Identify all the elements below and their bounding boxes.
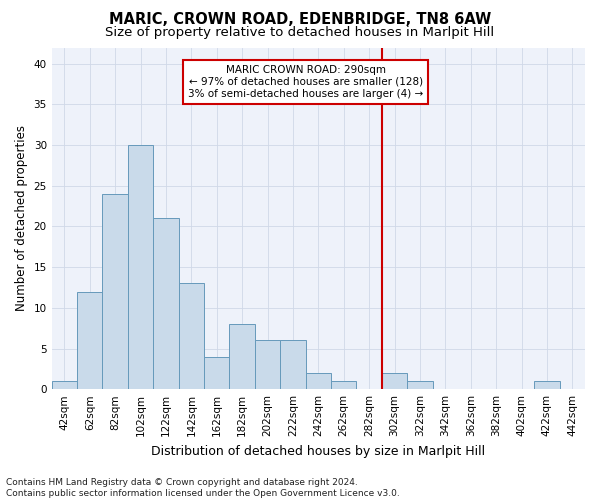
Bar [534,381,560,389]
Bar [77,292,103,389]
Text: Size of property relative to detached houses in Marlpit Hill: Size of property relative to detached ho… [106,26,494,39]
Y-axis label: Number of detached properties: Number of detached properties [15,126,28,312]
Text: MARIC, CROWN ROAD, EDENBRIDGE, TN8 6AW: MARIC, CROWN ROAD, EDENBRIDGE, TN8 6AW [109,12,491,28]
Bar [52,381,77,389]
Bar [280,340,305,389]
Text: Contains HM Land Registry data © Crown copyright and database right 2024.
Contai: Contains HM Land Registry data © Crown c… [6,478,400,498]
Bar [305,373,331,389]
X-axis label: Distribution of detached houses by size in Marlpit Hill: Distribution of detached houses by size … [151,444,485,458]
Bar [128,145,153,389]
Bar [255,340,280,389]
Bar [407,381,433,389]
Bar [103,194,128,389]
Text: MARIC CROWN ROAD: 290sqm
← 97% of detached houses are smaller (128)
3% of semi-d: MARIC CROWN ROAD: 290sqm ← 97% of detach… [188,66,423,98]
Bar [153,218,179,389]
Bar [179,284,204,389]
Bar [204,356,229,389]
Bar [382,373,407,389]
Bar [229,324,255,389]
Bar [331,381,356,389]
